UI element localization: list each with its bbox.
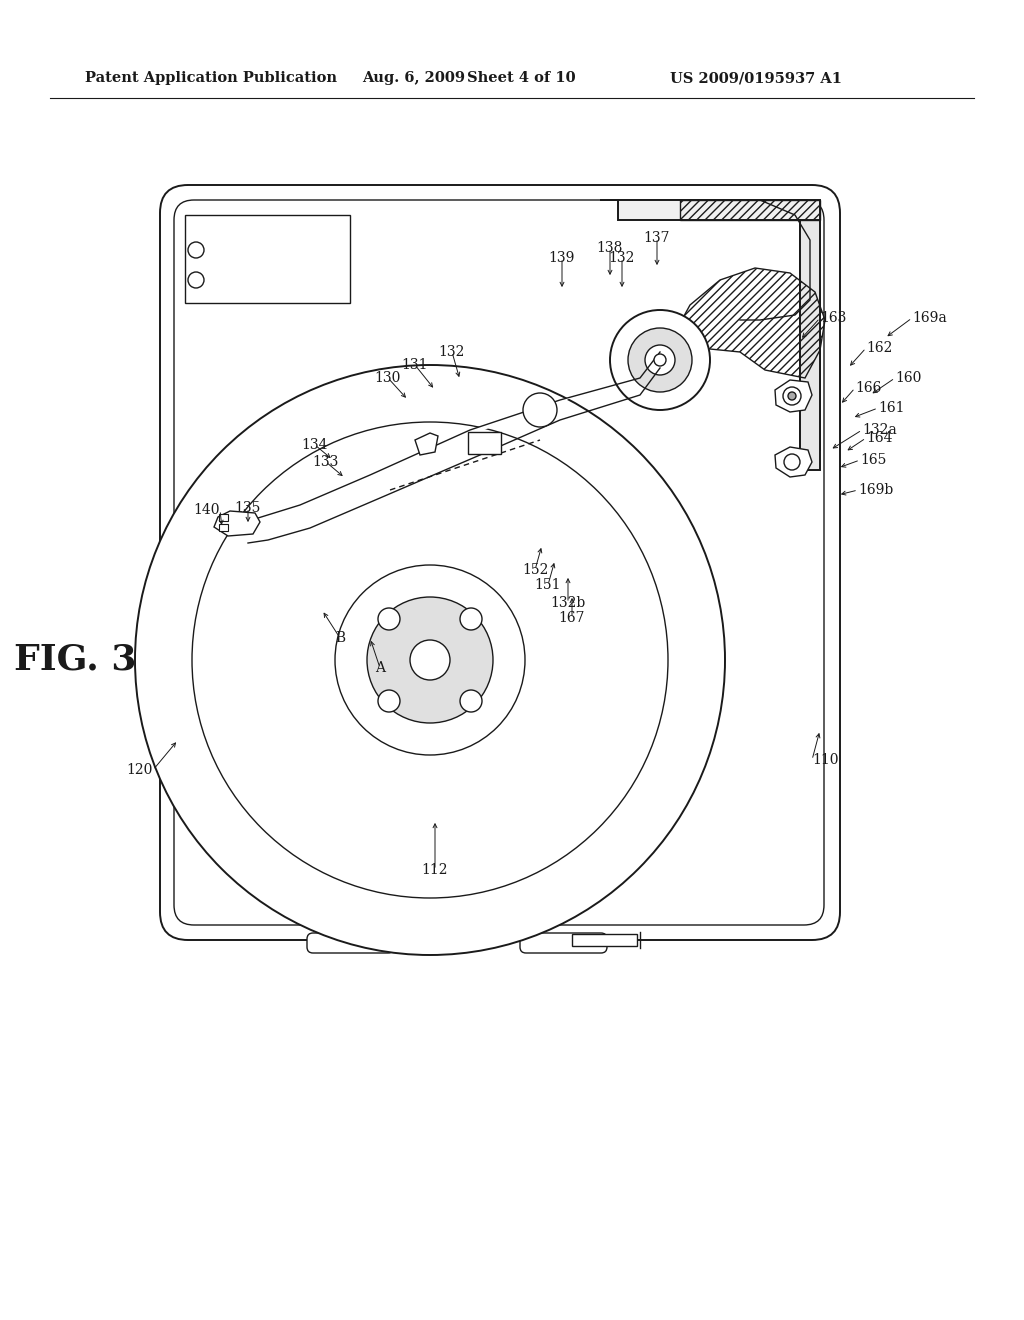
Circle shape: [367, 597, 493, 723]
Circle shape: [378, 609, 400, 630]
Text: A: A: [375, 661, 385, 675]
Text: 165: 165: [860, 453, 887, 467]
Polygon shape: [800, 220, 820, 470]
Text: 152: 152: [522, 564, 548, 577]
Circle shape: [188, 272, 204, 288]
Text: 162: 162: [866, 341, 892, 355]
Bar: [572, 935, 637, 946]
Polygon shape: [775, 447, 812, 477]
Text: 138: 138: [597, 242, 624, 255]
Text: Sheet 4 of 10: Sheet 4 of 10: [467, 71, 575, 84]
Circle shape: [610, 310, 710, 411]
Bar: [468, 432, 501, 454]
Text: 120: 120: [127, 763, 153, 777]
Text: 132: 132: [609, 251, 635, 265]
Text: 166: 166: [855, 381, 882, 395]
Circle shape: [523, 393, 557, 426]
Text: 139: 139: [549, 251, 575, 265]
Text: 135: 135: [234, 502, 261, 515]
Text: US 2009/0195937 A1: US 2009/0195937 A1: [670, 71, 842, 84]
Circle shape: [460, 690, 482, 711]
Circle shape: [460, 609, 482, 630]
Text: 137: 137: [644, 231, 671, 246]
Text: 163: 163: [820, 312, 847, 325]
Text: 133: 133: [312, 455, 339, 469]
Circle shape: [135, 366, 725, 954]
Circle shape: [193, 422, 668, 898]
Text: 134: 134: [302, 438, 329, 451]
Text: FIG. 3: FIG. 3: [13, 643, 136, 677]
Text: 110: 110: [812, 752, 839, 767]
Text: 169a: 169a: [912, 312, 947, 325]
Text: 131: 131: [401, 358, 428, 372]
Circle shape: [378, 690, 400, 711]
Polygon shape: [214, 511, 260, 536]
Text: 132b: 132b: [550, 597, 586, 610]
Text: 164: 164: [866, 432, 893, 445]
Text: 132: 132: [439, 345, 465, 359]
Text: Aug. 6, 2009: Aug. 6, 2009: [362, 71, 465, 84]
FancyBboxPatch shape: [520, 933, 607, 953]
Text: 132a: 132a: [862, 422, 897, 437]
Text: 160: 160: [895, 371, 922, 385]
Circle shape: [645, 345, 675, 375]
Text: 161: 161: [878, 401, 904, 414]
Text: 130: 130: [375, 371, 401, 385]
Text: B: B: [335, 631, 345, 645]
Circle shape: [784, 454, 800, 470]
Circle shape: [188, 242, 204, 257]
Bar: [185, 215, 350, 304]
Text: 112: 112: [422, 863, 449, 876]
Text: Patent Application Publication: Patent Application Publication: [85, 71, 337, 84]
Circle shape: [410, 640, 450, 680]
Circle shape: [654, 354, 666, 366]
Bar: [219, 524, 228, 531]
Text: 169b: 169b: [858, 483, 893, 498]
FancyBboxPatch shape: [307, 933, 394, 953]
Circle shape: [783, 387, 801, 405]
Bar: [219, 513, 228, 521]
Text: 151: 151: [535, 578, 561, 591]
Circle shape: [628, 327, 692, 392]
Polygon shape: [775, 380, 812, 412]
Circle shape: [788, 392, 796, 400]
Text: 140: 140: [194, 503, 220, 517]
Polygon shape: [600, 201, 820, 450]
Polygon shape: [415, 433, 438, 455]
FancyBboxPatch shape: [160, 185, 840, 940]
Circle shape: [335, 565, 525, 755]
Text: 167: 167: [559, 611, 586, 624]
